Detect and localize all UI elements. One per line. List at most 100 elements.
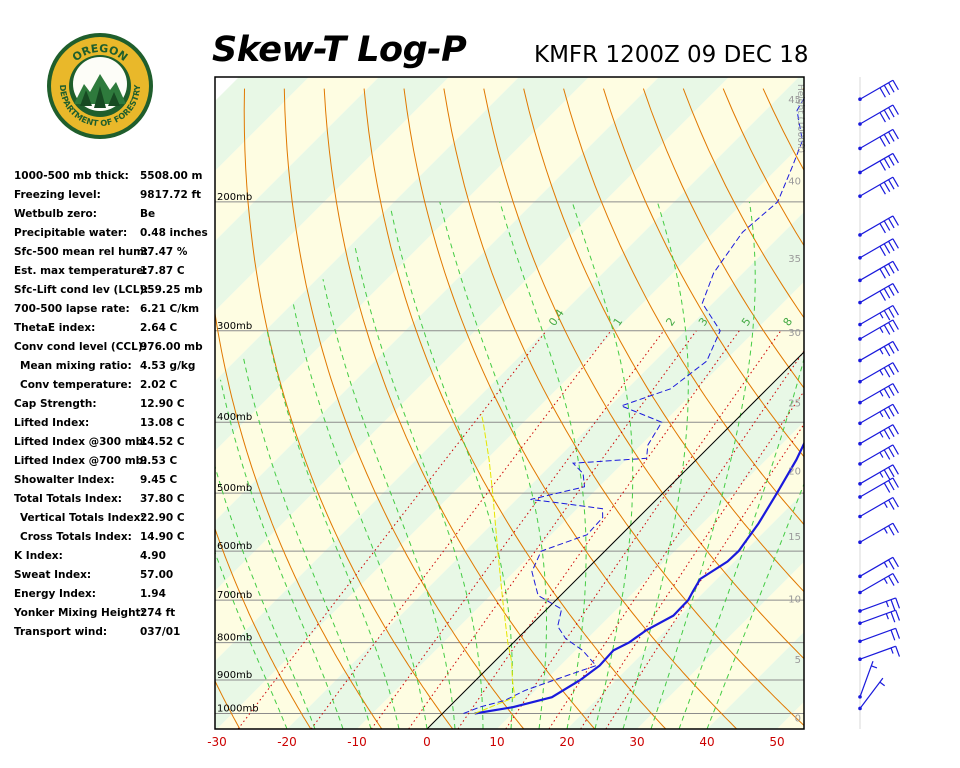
wind-barb-half xyxy=(883,527,888,534)
wind-barb xyxy=(858,444,899,466)
wind-barb-half xyxy=(883,578,888,584)
index-label: K Index: xyxy=(14,550,63,562)
wind-barb-full xyxy=(888,322,895,333)
sounding-series xyxy=(463,97,804,715)
mixing-ratio-line xyxy=(457,330,740,729)
wind-barb-full xyxy=(883,288,891,299)
wind-barb-full xyxy=(888,107,895,118)
index-row: Cross Totals Index: 14.90 C xyxy=(14,529,214,548)
wind-barb-full xyxy=(890,599,896,611)
wind-barb-dot xyxy=(858,514,862,519)
pressure-label: 600mb xyxy=(217,541,252,552)
wind-barb-full xyxy=(892,522,899,534)
wind-barb-dot xyxy=(858,379,862,384)
moist-adiabat xyxy=(215,464,316,729)
wind-barb xyxy=(858,645,901,662)
wind-barb-full xyxy=(888,575,895,586)
height-tick-label: 20 xyxy=(788,467,801,478)
index-label: Transport wind: xyxy=(14,626,108,638)
index-value: 0.48 inches xyxy=(140,227,208,239)
index-row: 1000-500 mb thick: 5508.00 m xyxy=(14,168,214,187)
wind-barb xyxy=(858,424,899,446)
wind-barb xyxy=(858,128,899,151)
wind-barb-full xyxy=(892,573,899,584)
height-tick-label: 35 xyxy=(788,254,801,265)
dry-adiabat xyxy=(603,88,804,458)
wind-barb-staff xyxy=(859,238,894,259)
wind-barb-full xyxy=(879,112,886,123)
wind-barb-full xyxy=(879,245,886,257)
index-label: Sweat Index: xyxy=(14,569,92,581)
index-row: Lifted Index @700 mb: 9.53 C xyxy=(14,453,214,472)
wind-barb-staff xyxy=(859,152,894,173)
wind-barb-full xyxy=(892,403,899,415)
dry-adiabat xyxy=(483,88,804,660)
moist-adiabat xyxy=(220,379,344,729)
wind-barb xyxy=(858,79,899,102)
index-row: Est. max temperature: 17.87 C xyxy=(14,263,214,282)
dry-adiabat xyxy=(563,88,804,526)
wind-barb-full xyxy=(879,160,886,171)
wind-barb-full xyxy=(892,497,899,508)
height-tick-label: 15 xyxy=(788,532,801,543)
index-value: 6.21 C/km xyxy=(140,303,200,315)
index-row: Wetbulb zero: Be xyxy=(14,206,214,225)
wind-barb xyxy=(858,152,899,175)
wind-barb xyxy=(858,677,886,711)
index-value: 22.90 C xyxy=(140,512,185,524)
wind-barb xyxy=(858,176,899,198)
wind-barb-dot xyxy=(858,97,862,102)
wind-barb-full xyxy=(888,525,895,536)
wind-barb-full xyxy=(892,79,899,91)
wind-barb-half xyxy=(879,452,884,458)
wind-barb-full xyxy=(892,464,899,475)
x-tick-label: 10 xyxy=(489,735,504,749)
index-label: 1000-500 mb thick: xyxy=(14,170,129,182)
dry-adiabat xyxy=(243,88,454,729)
wind-barb-half xyxy=(879,390,884,397)
moist-adiabat xyxy=(266,330,400,729)
wind-barb-staff xyxy=(859,403,894,424)
wind-barb-dot xyxy=(858,441,862,446)
wind-barb-full xyxy=(883,181,891,192)
wind-barb-dot xyxy=(858,337,862,341)
moist-adiabat xyxy=(439,201,547,729)
height-tick-label: 30 xyxy=(788,328,801,339)
wind-barb-dot xyxy=(858,278,862,283)
wind-barb-full xyxy=(890,611,896,623)
moist-adiabat xyxy=(242,356,372,729)
height-axis-label: Height (1000ft) xyxy=(795,84,805,153)
index-row: ThetaE index: 2.64 C xyxy=(14,320,214,339)
index-value: 959.25 mb xyxy=(140,284,203,296)
wind-barb xyxy=(858,496,899,519)
index-row: Sfc-500 mean rel hum: 37.47 % xyxy=(14,244,214,263)
wind-barb-dot xyxy=(858,146,862,151)
wind-barb-staff xyxy=(859,496,894,518)
wind-barb xyxy=(858,609,901,625)
wind-barb-full xyxy=(888,406,895,417)
dry-adiabat xyxy=(802,88,804,92)
wind-barbs xyxy=(858,79,901,711)
height-tick-label: 5 xyxy=(795,655,801,666)
wind-barb-full xyxy=(883,346,891,357)
wind-barb-half xyxy=(883,562,888,568)
wind-barb-staff xyxy=(859,383,894,404)
pressure-label: 900mb xyxy=(217,670,252,681)
wind-barb-full xyxy=(895,628,901,639)
wind-barb-full xyxy=(888,218,895,229)
height-tick-label: 45 xyxy=(788,95,801,106)
wind-barb xyxy=(858,477,899,499)
wind-barb-full xyxy=(888,285,895,296)
moist-adiabat xyxy=(571,201,634,729)
index-row: Vertical Totals Index: 22.90 C xyxy=(14,510,214,529)
pressure-label: 400mb xyxy=(217,412,252,423)
pressure-label: 800mb xyxy=(217,633,252,644)
height-tick-label: 0 xyxy=(795,714,801,725)
wind-barb-dot xyxy=(858,695,862,699)
index-value: 1.94 xyxy=(140,588,166,600)
wind-barb-full xyxy=(883,134,891,145)
wind-barb-staff xyxy=(859,444,894,465)
wind-barb-full xyxy=(892,319,899,330)
index-value: 12.90 C xyxy=(140,398,185,410)
index-row: Precipitable water: 0.48 inches xyxy=(14,225,214,244)
